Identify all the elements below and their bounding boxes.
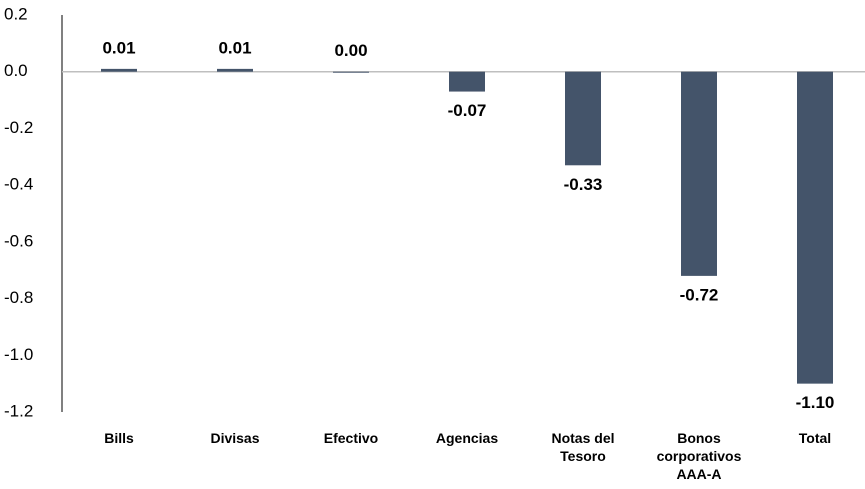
y-tick-label: -0.8 xyxy=(4,288,33,307)
x-tick-label: Divisas xyxy=(210,430,260,446)
y-tick-label: -1.2 xyxy=(4,401,33,420)
value-label: 0.00 xyxy=(334,41,367,60)
y-tick-label: -1.0 xyxy=(4,345,33,364)
value-label: -0.07 xyxy=(448,101,487,120)
value-label: -0.33 xyxy=(564,175,603,194)
x-tick-label: Efectivo xyxy=(323,430,379,446)
value-label: -0.72 xyxy=(680,285,719,304)
value-label: -1.10 xyxy=(796,393,835,412)
x-tick-label: Bills xyxy=(104,430,134,446)
bar xyxy=(101,68,137,72)
y-tick-label: -0.2 xyxy=(4,118,33,137)
bar xyxy=(681,71,717,276)
x-tick-label: Bonos corporativos AAA-A xyxy=(656,430,742,482)
bar xyxy=(217,68,253,72)
x-tick-label: Total xyxy=(798,430,832,446)
value-label: 0.01 xyxy=(218,38,251,57)
x-tick-label: Notas del Tesoro xyxy=(551,430,615,464)
value-label: 0.01 xyxy=(102,38,135,57)
y-tick-label: -0.6 xyxy=(4,231,33,250)
y-tick-label: 0.0 xyxy=(4,61,28,80)
bar xyxy=(449,71,485,92)
y-tick-label: 0.2 xyxy=(4,4,28,23)
bar xyxy=(565,71,601,166)
y-tick-label: -0.4 xyxy=(4,175,33,194)
bar xyxy=(797,71,833,384)
bar xyxy=(333,71,369,73)
x-tick-label: Agencias xyxy=(435,430,499,446)
